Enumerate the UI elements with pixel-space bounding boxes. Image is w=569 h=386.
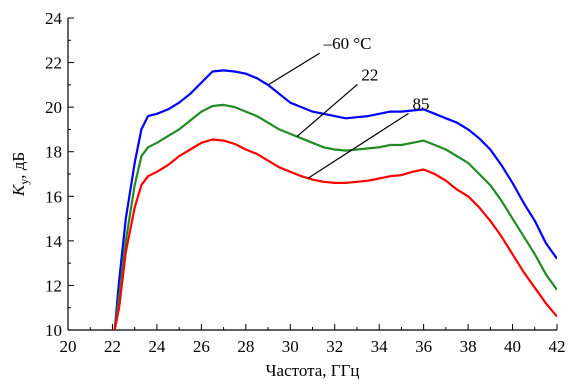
series-group [113, 69, 557, 330]
y-axis-title-rest: , дБ [9, 152, 28, 179]
annotation-label-0: –60 °С [323, 34, 372, 53]
plot-area: 20 22 24 26 28 30 32 34 36 38 40 42 10 12 14 16 18 20 22 24… [45, 9, 566, 356]
x-tick-label-38: 38 [460, 337, 477, 356]
series-line-1 [113, 103, 557, 330]
y-tick-label-22: 22 [45, 54, 62, 73]
y-axis-title-main: K [9, 183, 28, 197]
x-tick-label-36: 36 [415, 337, 432, 356]
annotation-label-2: 85 [413, 94, 430, 113]
y-tick-label-24: 24 [45, 9, 63, 28]
y-tick-label-14: 14 [45, 232, 63, 251]
annotation-leader-2 [307, 112, 409, 179]
x-axis-title: Частота, ГГц [265, 361, 359, 380]
y-tick-label-12: 12 [45, 276, 62, 295]
x-tick-label-24: 24 [148, 337, 166, 356]
x-tick-label-40: 40 [504, 337, 521, 356]
y-axis-title: Kу, дБ [9, 152, 31, 197]
x-tick-label-42: 42 [549, 337, 566, 356]
x-tick-label-34: 34 [371, 337, 389, 356]
y-axis-title-sub: у [17, 179, 31, 185]
x-tick-label-20: 20 [60, 337, 77, 356]
x-tick-label-26: 26 [193, 337, 210, 356]
annotation-leader-0 [267, 52, 320, 86]
x-tick-label-32: 32 [326, 337, 343, 356]
annotation-leader-1 [296, 83, 358, 138]
x-tick-label-30: 30 [282, 337, 299, 356]
series-line-0 [113, 69, 557, 330]
series-line-2 [113, 138, 557, 330]
y-tick-label-16: 16 [45, 187, 62, 206]
y-tick-label-10: 10 [45, 321, 62, 340]
y-tick-label-20: 20 [45, 98, 62, 117]
x-tick-label-22: 22 [104, 337, 121, 356]
x-tick-label-28: 28 [237, 337, 254, 356]
annotation-label-1: 22 [361, 65, 378, 84]
y-tick-label-18: 18 [45, 143, 62, 162]
